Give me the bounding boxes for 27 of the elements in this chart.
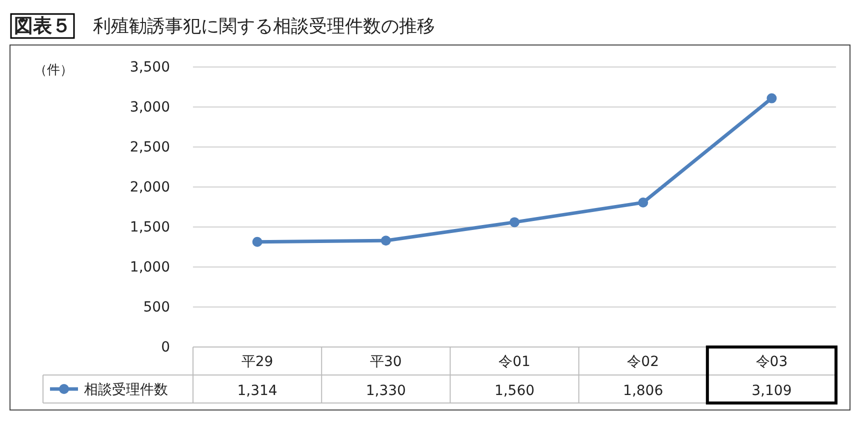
x-tick-label: 平29 bbox=[241, 354, 274, 370]
data-label: 1,806 bbox=[623, 383, 664, 399]
chart-title: 図表５ bbox=[14, 15, 71, 37]
y-tick-label: 2,000 bbox=[130, 179, 170, 196]
y-tick-label: 3,000 bbox=[130, 99, 170, 116]
y-tick-label: 1,500 bbox=[130, 219, 170, 236]
point bbox=[380, 236, 391, 246]
y-tick-label: 500 bbox=[143, 299, 170, 316]
y-tick-label: 2,500 bbox=[130, 139, 170, 156]
point bbox=[252, 236, 262, 247]
y-tick-label: 0 bbox=[161, 339, 170, 356]
x-tick-label: 令02 bbox=[627, 354, 660, 370]
point bbox=[766, 93, 777, 104]
data-label: 1,330 bbox=[366, 383, 406, 399]
legend-label: 相談受理件数 bbox=[84, 382, 168, 398]
data-label: 3,109 bbox=[752, 383, 792, 399]
x-tick-label: 令03 bbox=[756, 354, 788, 370]
chart-subtitle: 利殖勧誘事犯に関する相談受理件数の推移 bbox=[93, 16, 435, 37]
data-label: 1,314 bbox=[237, 383, 278, 399]
x-tick-label: 令01 bbox=[498, 354, 530, 370]
x-tick-label: 平30 bbox=[370, 354, 402, 370]
y-tick-label: 3,500 bbox=[130, 59, 170, 76]
point bbox=[510, 217, 520, 228]
y-tick-label: 1,000 bbox=[130, 259, 170, 276]
data-label: 1,560 bbox=[494, 383, 535, 399]
point bbox=[638, 198, 648, 208]
y-axis-title: （件） bbox=[34, 63, 73, 78]
